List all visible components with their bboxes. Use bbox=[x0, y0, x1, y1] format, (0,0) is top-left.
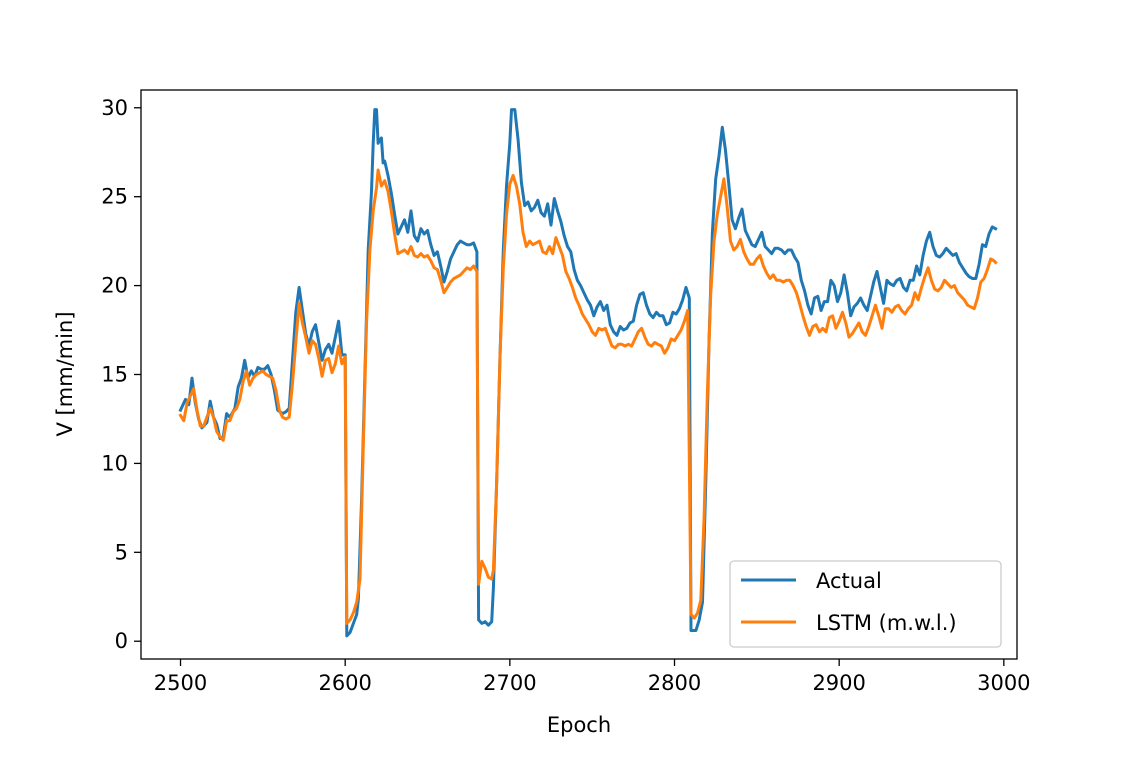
y-tick-label: 25 bbox=[101, 185, 128, 209]
x-tick-label: 2800 bbox=[648, 671, 701, 695]
plot-area-frame bbox=[140, 89, 1018, 660]
y-axis-label: V [mm/min] bbox=[53, 311, 77, 436]
series-line-lstm-m-w-l bbox=[178, 168, 998, 625]
legend-box bbox=[729, 560, 1002, 648]
x-tick-label: 2600 bbox=[318, 671, 371, 695]
legend-label-lstm: LSTM (m.w.l.) bbox=[816, 611, 957, 635]
x-tick-label: 2700 bbox=[483, 671, 536, 695]
x-axis-label: Epoch bbox=[547, 713, 611, 737]
y-tick-label: 5 bbox=[115, 540, 128, 564]
y-tick-label: 15 bbox=[101, 363, 128, 387]
x-axis: 2500 2600 2700 2800 2900 3000 bbox=[154, 659, 1031, 695]
y-axis: 0 5 10 15 20 25 30 bbox=[101, 96, 141, 653]
y-tick-label: 0 bbox=[115, 629, 128, 653]
y-tick-label: 30 bbox=[101, 96, 128, 120]
legend-label-actual: Actual bbox=[816, 569, 882, 593]
legend: Actual LSTM (m.w.l.) bbox=[729, 560, 1002, 648]
y-tick-label: 10 bbox=[101, 451, 128, 475]
x-tick-label: 3000 bbox=[977, 671, 1030, 695]
series-layer bbox=[178, 108, 998, 638]
series-line-actual bbox=[178, 108, 998, 638]
x-tick-label: 2900 bbox=[812, 671, 865, 695]
y-tick-label: 20 bbox=[101, 274, 128, 298]
x-tick-label: 2500 bbox=[154, 671, 207, 695]
